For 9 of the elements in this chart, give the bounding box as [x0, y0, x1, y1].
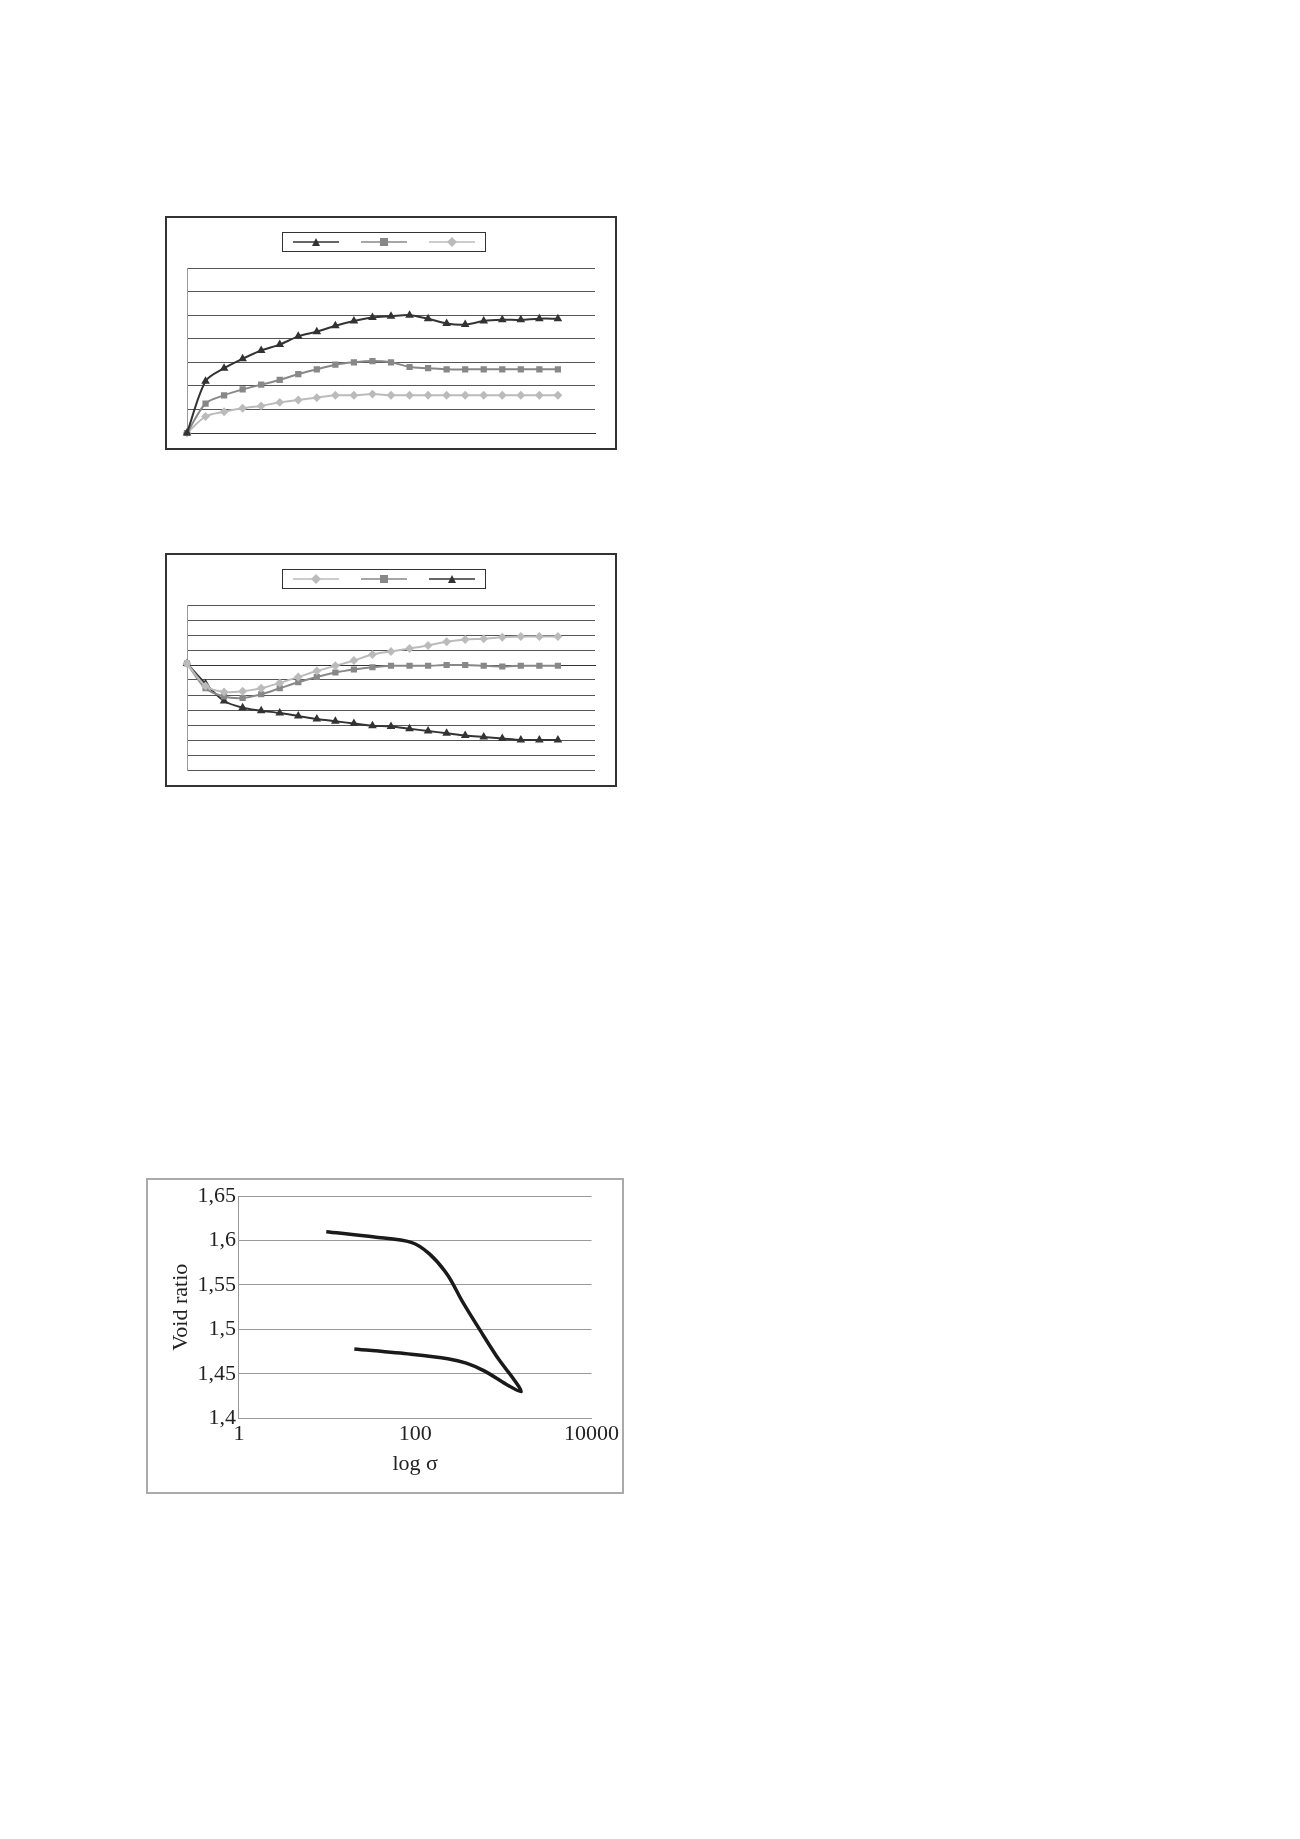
- x-tick-label: 10000: [564, 1420, 619, 1446]
- x-axis-title: log σ: [392, 1449, 439, 1475]
- y-tick-label: 1,6: [208, 1226, 236, 1252]
- x-tick-label: 100: [398, 1420, 432, 1446]
- y-tick-label: 1,65: [197, 1181, 236, 1207]
- y-tick-label: 1,55: [197, 1270, 236, 1296]
- y-axis-title: Void ratio: [166, 1263, 192, 1351]
- y-tick-label: 1,5: [208, 1315, 236, 1341]
- y-tick-label: 1,45: [197, 1359, 236, 1385]
